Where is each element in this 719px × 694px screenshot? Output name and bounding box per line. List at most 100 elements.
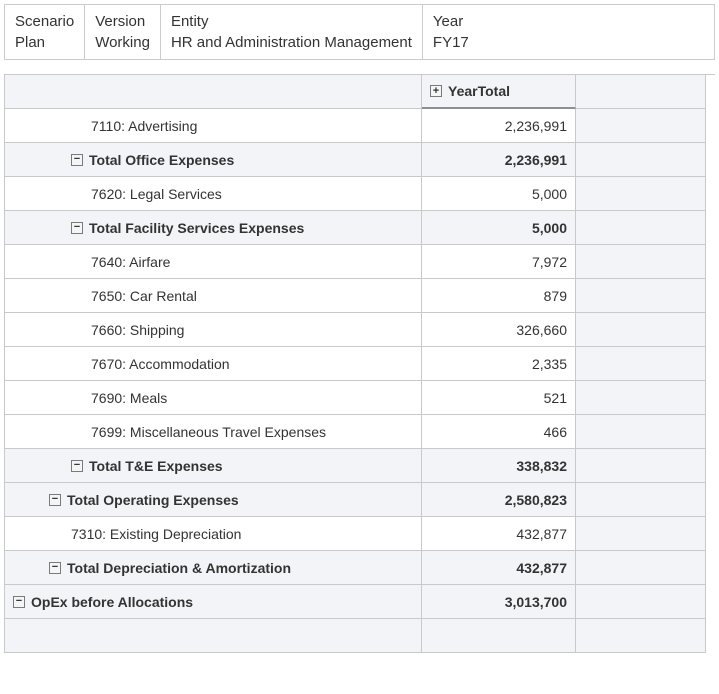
collapse-icon[interactable]: − <box>49 494 61 506</box>
row-value-cell[interactable]: 466 <box>422 415 576 449</box>
pov-value: Plan <box>15 32 74 53</box>
row-label-cell[interactable]: −Total Depreciation & Amortization <box>5 551 422 585</box>
row-label: Total Office Expenses <box>89 152 234 168</box>
pov-value: Working <box>95 32 150 53</box>
row-value: 521 <box>544 390 567 406</box>
row-label-cell[interactable]: 7660: Shipping <box>5 313 422 347</box>
row-value-cell[interactable]: 5,000 <box>422 177 576 211</box>
pov-label: Version <box>95 11 150 32</box>
row-label-cell[interactable]: −OpEx before Allocations <box>5 585 422 619</box>
row-value: 466 <box>544 424 567 440</box>
row-value-cell[interactable]: 432,877 <box>422 551 576 585</box>
row-label: Total T&E Expenses <box>89 458 223 474</box>
blank-cell <box>576 279 706 313</box>
row-label: 7110: Advertising <box>91 118 197 134</box>
row-value-cell[interactable]: 3,013,700 <box>422 585 576 619</box>
row-label: 7650: Car Rental <box>91 288 197 304</box>
pov-cell-scenario[interactable]: ScenarioPlan <box>5 5 85 59</box>
row-label: 7310: Existing Depreciation <box>71 526 241 542</box>
row-label-cell[interactable]: 7670: Accommodation <box>5 347 422 381</box>
grid-row: 7110: Advertising 2,236,991 <box>5 109 715 143</box>
row-value-cell[interactable]: 879 <box>422 279 576 313</box>
collapse-icon[interactable]: − <box>13 596 25 608</box>
row-label-cell[interactable]: 7640: Airfare <box>5 245 422 279</box>
header-blank <box>5 75 422 109</box>
pov-cell-entity[interactable]: EntityHR and Administration Management <box>161 5 423 59</box>
blank-cell <box>576 177 706 211</box>
row-label-cell[interactable]: 7699: Miscellaneous Travel Expenses <box>5 415 422 449</box>
blank-cell <box>576 143 706 177</box>
collapse-icon[interactable]: − <box>49 562 61 574</box>
row-label: 7660: Shipping <box>91 322 184 338</box>
pov-cell-year[interactable]: YearFY17 <box>423 5 714 59</box>
blank-cell <box>576 313 706 347</box>
grid-row: −OpEx before Allocations 3,013,700 <box>5 585 715 619</box>
pov-cell-version[interactable]: VersionWorking <box>85 5 161 59</box>
row-value: 7,972 <box>532 254 567 270</box>
row-label-cell[interactable]: −Total Facility Services Expenses <box>5 211 422 245</box>
collapse-icon[interactable]: − <box>71 460 83 472</box>
row-label-cell[interactable]: 7620: Legal Services <box>5 177 422 211</box>
blank-cell <box>576 483 706 517</box>
grid-header-row: + YearTotal <box>5 75 715 109</box>
pov-label: Entity <box>171 11 412 32</box>
column-header-yeartotal[interactable]: + YearTotal <box>422 75 576 109</box>
column-header-label: YearTotal <box>448 83 510 99</box>
row-value-cell[interactable]: 338,832 <box>422 449 576 483</box>
row-label-cell[interactable]: 7310: Existing Depreciation <box>5 517 422 551</box>
row-label-cell[interactable]: −Total T&E Expenses <box>5 449 422 483</box>
blank-cell <box>576 211 706 245</box>
grid-row: 7690: Meals 521 <box>5 381 715 415</box>
row-label-cell[interactable]: 7650: Car Rental <box>5 279 422 313</box>
row-value-cell[interactable]: 2,236,991 <box>422 109 576 143</box>
row-value: 2,236,991 <box>505 152 567 168</box>
row-value: 879 <box>544 288 567 304</box>
grid-row: −Total Facility Services Expenses 5,000 <box>5 211 715 245</box>
grid-row: 7699: Miscellaneous Travel Expenses 466 <box>5 415 715 449</box>
data-grid: + YearTotal 7110: Advertising2,236,991−T… <box>4 74 715 653</box>
row-label: Total Operating Expenses <box>67 492 239 508</box>
collapse-icon[interactable]: − <box>71 222 83 234</box>
row-label-cell[interactable]: −Total Operating Expenses <box>5 483 422 517</box>
row-label-cell[interactable]: 7690: Meals <box>5 381 422 415</box>
row-value: 338,832 <box>516 458 567 474</box>
row-value-cell[interactable]: 2,236,991 <box>422 143 576 177</box>
empty-row <box>5 619 715 653</box>
row-label: 7690: Meals <box>91 390 167 406</box>
grid-row: 7640: Airfare 7,972 <box>5 245 715 279</box>
row-value: 326,660 <box>516 322 567 338</box>
blank-cell <box>576 449 706 483</box>
row-value: 5,000 <box>532 186 567 202</box>
row-label-cell[interactable]: 7110: Advertising <box>5 109 422 143</box>
row-value-cell[interactable]: 7,972 <box>422 245 576 279</box>
collapse-icon[interactable]: − <box>71 154 83 166</box>
row-value-cell[interactable]: 5,000 <box>422 211 576 245</box>
row-value-cell[interactable]: 326,660 <box>422 313 576 347</box>
row-label: 7640: Airfare <box>91 254 170 270</box>
row-value-cell[interactable]: 521 <box>422 381 576 415</box>
grid-row: −Total Operating Expenses 2,580,823 <box>5 483 715 517</box>
pov-value: FY17 <box>433 32 704 53</box>
grid-row: 7650: Car Rental 879 <box>5 279 715 313</box>
row-label: 7670: Accommodation <box>91 356 230 372</box>
expand-icon[interactable]: + <box>430 85 442 97</box>
row-value: 3,013,700 <box>505 594 567 610</box>
row-value: 5,000 <box>532 220 567 236</box>
row-value-cell[interactable]: 2,580,823 <box>422 483 576 517</box>
blank-cell <box>576 109 706 143</box>
grid-row: −Total T&E Expenses 338,832 <box>5 449 715 483</box>
row-label: OpEx before Allocations <box>31 594 193 610</box>
grid-row: 7660: Shipping 326,660 <box>5 313 715 347</box>
grid-row: 7670: Accommodation 2,335 <box>5 347 715 381</box>
pov-label: Year <box>433 11 704 32</box>
row-value: 2,580,823 <box>505 492 567 508</box>
row-value-cell[interactable]: 2,335 <box>422 347 576 381</box>
grid-row: 7620: Legal Services 5,000 <box>5 177 715 211</box>
row-value-cell[interactable]: 432,877 <box>422 517 576 551</box>
pov-bar: ScenarioPlanVersionWorkingEntityHR and A… <box>4 4 715 60</box>
pov-value: HR and Administration Management <box>171 32 412 53</box>
blank-cell <box>576 381 706 415</box>
grid-row: −Total Office Expenses 2,236,991 <box>5 143 715 177</box>
row-label-cell[interactable]: −Total Office Expenses <box>5 143 422 177</box>
blank-cell <box>576 585 706 619</box>
